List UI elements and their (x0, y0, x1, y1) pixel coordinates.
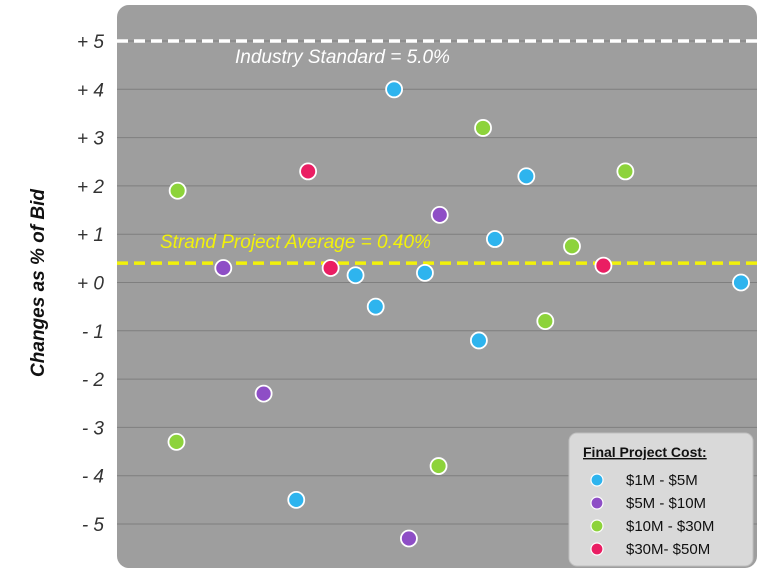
data-point (732, 273, 750, 292)
legend-marker (590, 542, 604, 556)
data-point (167, 432, 186, 451)
y-axis-label: Changes as % of Bid (28, 189, 49, 377)
y-tick-label: + 5 (77, 32, 104, 53)
data-points (167, 80, 750, 548)
legend-title: Final Project Cost: (583, 444, 707, 460)
data-point (616, 162, 635, 181)
data-point (416, 263, 434, 282)
data-point (594, 256, 613, 275)
data-point (486, 230, 504, 248)
legend-marker (590, 519, 604, 533)
data-point (536, 312, 555, 331)
data-point (254, 384, 273, 403)
y-tick-label: + 0 (77, 274, 104, 295)
data-point (321, 259, 340, 277)
legend-box (568, 432, 754, 567)
data-point (469, 331, 488, 350)
data-point (385, 80, 403, 99)
data-point (430, 205, 449, 224)
reference-line-label: Strand Project Average = 0.40% (160, 232, 431, 253)
reference-line-label: Industry Standard = 5.0% (235, 47, 450, 68)
data-point (517, 167, 536, 186)
data-point (474, 119, 492, 137)
data-point (346, 266, 365, 285)
data-point (214, 259, 233, 277)
legend-items: $1M - $5M $5M - $10M $10M - $30M $30M- $50M (590, 472, 714, 558)
y-tick-label: - 4 (82, 467, 104, 488)
legend-entry: $5M - $10M (626, 495, 706, 512)
data-point (429, 457, 448, 475)
y-tick-label: - 2 (82, 370, 105, 391)
data-point (287, 490, 306, 509)
y-tick-label: - 5 (82, 515, 105, 536)
y-tick-label: + 3 (77, 129, 104, 150)
y-tick-label: + 4 (77, 80, 104, 101)
data-point (400, 529, 418, 548)
y-tick-label: + 2 (77, 177, 104, 198)
data-point (299, 162, 318, 181)
data-point (168, 181, 187, 200)
y-tick-label: - 1 (82, 322, 104, 343)
y-tick-label: - 3 (82, 418, 105, 439)
legend-entry: $1M - $5M (626, 472, 698, 489)
legend-entry: $30M- $50M (626, 541, 710, 558)
reference-lines: Industry Standard = 5.0% Strand Project A… (117, 39, 757, 265)
data-point (563, 237, 581, 256)
data-point (366, 297, 385, 316)
legend-marker (590, 496, 604, 510)
y-tick-labels: + 5 + 4 + 3 + 2 + 1 + 0 - 1 - 2 - 3 - 4 - 5 (77, 32, 104, 536)
legend: Final Project Cost: $1M - $5M$5M - $10M$… (568, 432, 754, 567)
legend-entry: $10M - $30M (626, 518, 714, 535)
y-tick-label: + 1 (77, 225, 104, 246)
legend-marker (590, 473, 604, 487)
